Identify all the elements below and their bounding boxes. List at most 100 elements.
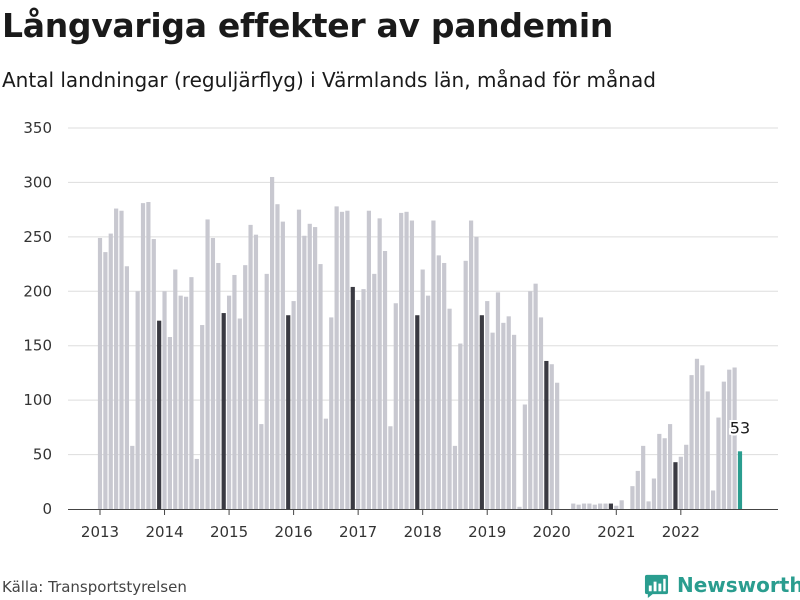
- bar-2014-01: [162, 291, 167, 509]
- bar-2018-10: [468, 220, 474, 509]
- x-tick-label: 2020: [533, 523, 571, 541]
- bars: [97, 176, 743, 510]
- bar-2022-08: [716, 417, 721, 509]
- x-tick-label: 2019: [468, 523, 506, 541]
- bar-2014-02: [167, 337, 173, 509]
- bar-2014-08: [200, 325, 205, 509]
- bar-2018-09: [463, 260, 468, 509]
- bar-2016-02: [296, 209, 302, 509]
- x-axis-tick-labels: 2013 2014 2015 2016 2017 2018 2019 2020 2021 2022: [81, 523, 700, 541]
- bar-2015-05: [248, 224, 253, 509]
- bar-2019-12: [544, 360, 549, 509]
- y-axis-tick-labels: 0 50 100 150 200 250 300 350: [23, 119, 52, 518]
- bar-2021-04: [630, 486, 635, 509]
- bar-2016-11: [345, 210, 350, 510]
- bar-2016-09: [334, 206, 339, 509]
- bar-2020-12: [608, 503, 614, 509]
- bar-2018-01: [420, 269, 425, 509]
- bar-2020-07: [581, 503, 587, 509]
- bar-2018-03: [431, 220, 436, 509]
- x-tick-label: 2016: [275, 523, 313, 541]
- bar-2019-10: [533, 283, 538, 509]
- bar-2016-04: [307, 223, 312, 510]
- bar-2015-10: [275, 204, 280, 509]
- y-tick-label: 100: [23, 391, 52, 409]
- x-tick-label: 2022: [662, 523, 700, 541]
- bar-2013-04: [114, 208, 119, 510]
- y-tick-label: 50: [33, 446, 52, 464]
- bar-2020-09: [592, 504, 597, 509]
- bar-2013-11: [151, 239, 156, 509]
- bar-2014-06: [189, 277, 194, 509]
- bar-2020-10: [598, 503, 603, 509]
- chart-subtitle: Antal landningar (reguljärflyg) i Värmla…: [2, 68, 656, 92]
- bar-2021-01: [614, 505, 619, 509]
- bar-2020-11: [603, 503, 608, 509]
- bar-2014-09: [205, 219, 210, 509]
- bar-2017-06: [382, 251, 388, 509]
- bar-2017-11: [409, 220, 415, 509]
- bar-2015-06: [253, 234, 259, 509]
- bar-2018-07: [452, 445, 458, 509]
- source-note: Källa: Transportstyrelsen: [2, 578, 187, 596]
- bar-2019-03: [495, 292, 501, 509]
- bar-2016-12: [350, 286, 355, 509]
- bar-2013-07: [130, 445, 135, 509]
- bar-2021-06: [641, 445, 646, 509]
- bar-2020-02: [555, 382, 560, 509]
- bar-2017-10: [404, 211, 409, 509]
- bar-2021-08: [651, 478, 657, 509]
- bar-2015-03: [237, 318, 242, 509]
- bar-2021-09: [657, 433, 662, 509]
- bar-2013-02: [103, 252, 108, 509]
- bar-2022-02: [684, 444, 689, 509]
- bar-2013-03: [108, 233, 113, 509]
- bar-2016-07: [323, 418, 328, 509]
- bar-2017-01: [356, 299, 361, 509]
- bar-2016-05: [313, 227, 318, 509]
- bar-2019-01: [485, 301, 490, 509]
- bar-2019-07: [517, 506, 522, 509]
- x-tick-label: 2014: [145, 523, 183, 541]
- bar-2022-10: [727, 369, 732, 509]
- bar-2014-07: [194, 458, 199, 509]
- bar-2020-06: [576, 504, 581, 509]
- bar-2019-06: [512, 334, 517, 509]
- bar-2021-05: [635, 470, 640, 509]
- bar-2015-07: [259, 424, 264, 509]
- bar-2016-08: [329, 317, 334, 509]
- bar-2020-01: [549, 364, 554, 509]
- chart-title: Långvariga effekter av pandemin: [2, 6, 614, 45]
- bar-2018-05: [442, 262, 447, 509]
- bar-2014-10: [210, 237, 216, 509]
- x-tick-label: 2021: [597, 523, 635, 541]
- bar-2017-08: [393, 303, 398, 509]
- y-tick-label: 350: [23, 119, 52, 137]
- bar-2019-11: [538, 317, 544, 509]
- x-tick-label: 2017: [339, 523, 377, 541]
- bar-2017-09: [399, 212, 404, 509]
- y-tick-label: 150: [23, 337, 52, 355]
- bar-2019-02: [490, 332, 495, 509]
- x-tick-label: 2018: [404, 523, 442, 541]
- y-tick-label: 200: [23, 282, 52, 300]
- bar-2013-08: [135, 291, 140, 509]
- y-tick-label: 250: [23, 228, 52, 246]
- bar-2018-04: [436, 255, 441, 509]
- bar-2016-01: [291, 301, 296, 509]
- bar-2017-03: [366, 210, 371, 510]
- bar-2015-08: [264, 273, 269, 509]
- bar-2013-12: [157, 320, 162, 509]
- bar-2022-04: [694, 358, 700, 509]
- bar-2022-07: [710, 490, 716, 509]
- bar-2015-02: [232, 274, 237, 509]
- bar-2015-01: [226, 295, 232, 509]
- bar-2016-03: [302, 235, 307, 509]
- bar-2017-07: [388, 426, 393, 509]
- bar-2018-02: [425, 295, 431, 509]
- bar-2015-12: [286, 315, 291, 509]
- bar-2014-11: [216, 262, 221, 509]
- bar-2019-09: [528, 291, 533, 509]
- newsworthy-logo-icon: [644, 574, 669, 598]
- bar-2019-08: [522, 404, 527, 509]
